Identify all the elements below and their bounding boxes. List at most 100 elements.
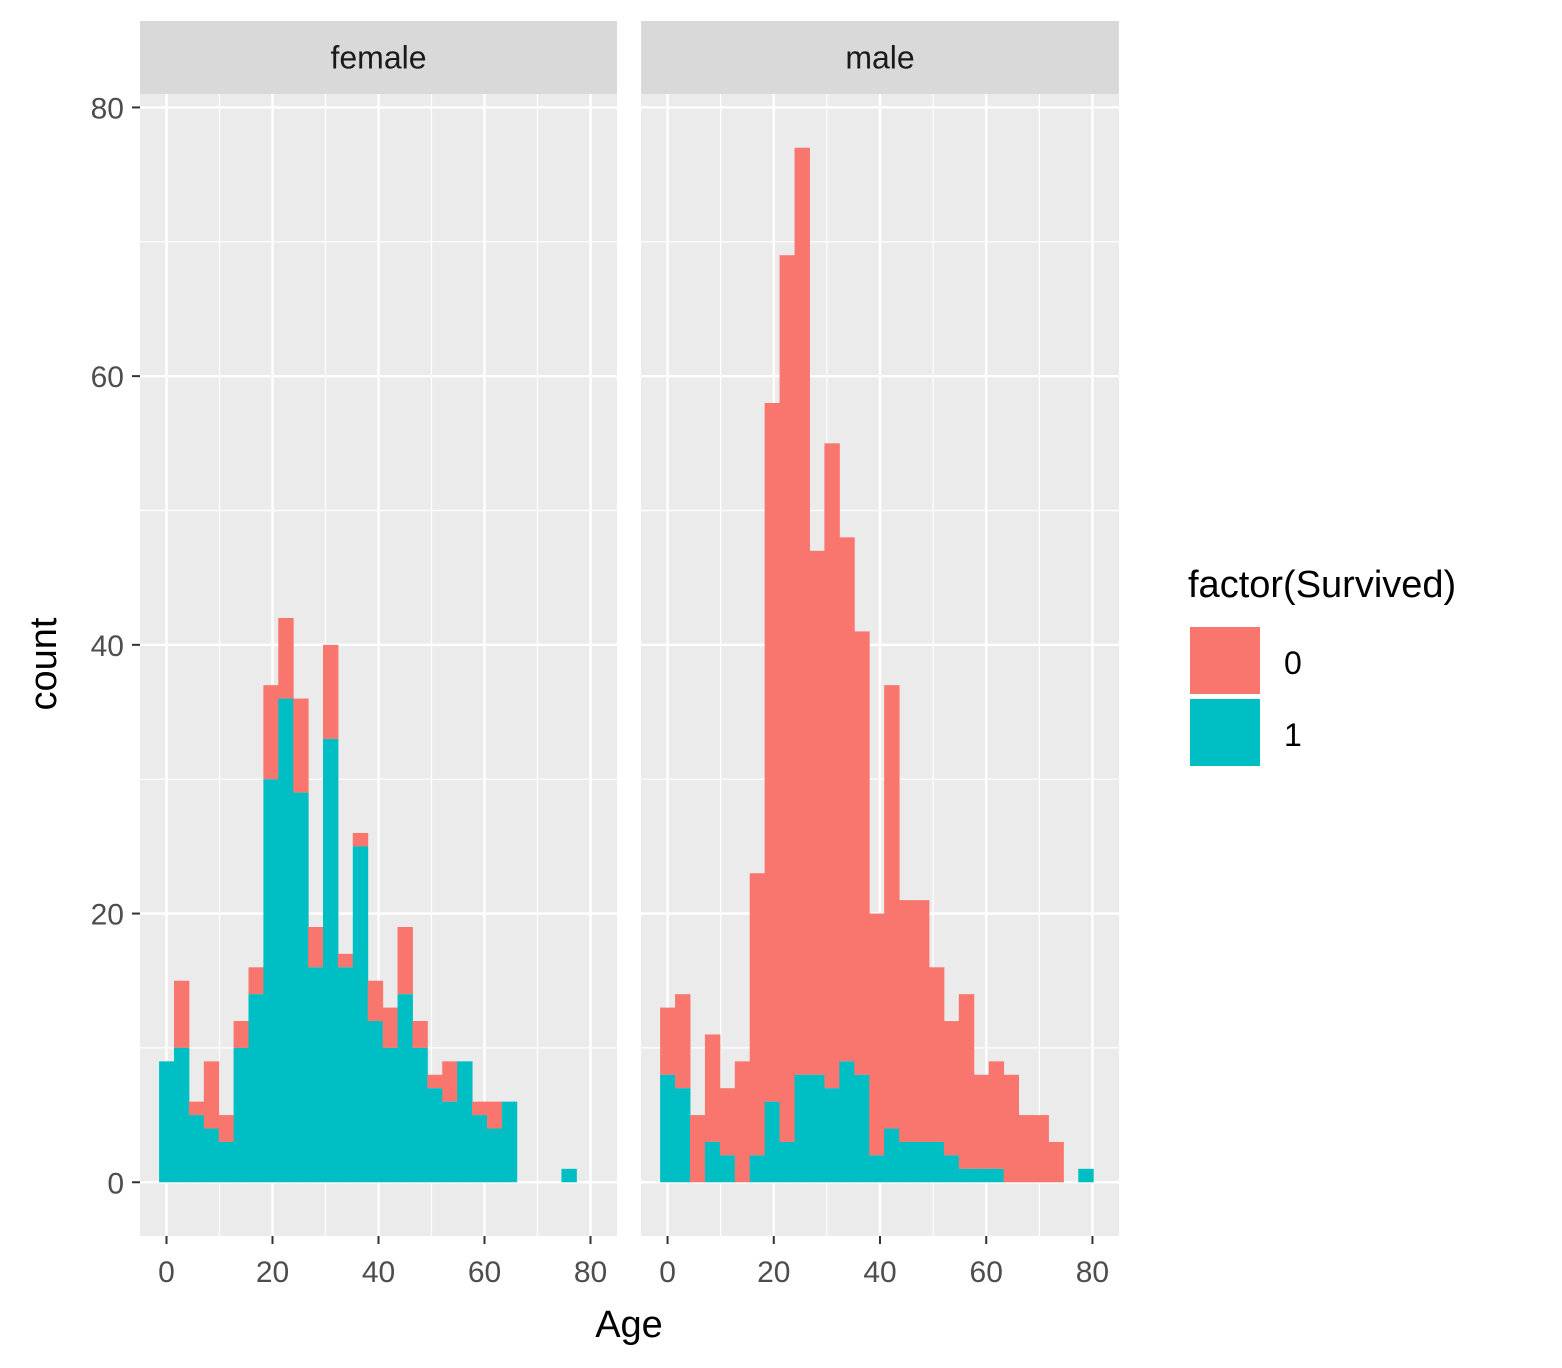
bar-survived-1 (764, 1101, 781, 1183)
bar-survived-0 (248, 967, 264, 995)
bar-survived-1 (884, 1128, 900, 1183)
bar-survived-1 (988, 1168, 1005, 1183)
bar-survived-1 (869, 1155, 885, 1183)
bar-survived-1 (486, 1128, 503, 1183)
bar-survived-0 (397, 926, 413, 995)
bar-survived-1 (839, 1061, 855, 1183)
bar-survived-0 (928, 967, 945, 1142)
bar-survived-0 (675, 994, 691, 1089)
bar-survived-0 (188, 1101, 205, 1116)
bar-survived-0 (973, 1074, 990, 1169)
bar-survived-1 (561, 1168, 577, 1183)
x-tick-label: 40 (863, 1256, 896, 1289)
strip-background (140, 21, 617, 94)
bar-survived-1 (973, 1168, 990, 1183)
facet-panel-male: male 0 20 40 60 80 (641, 21, 1119, 1289)
bar-survived-1 (427, 1088, 443, 1183)
bar-survived-0 (323, 644, 339, 739)
legend-key-0 (1190, 627, 1260, 694)
bar-survived-0 (988, 1061, 1005, 1169)
bar-survived-1 (263, 779, 279, 1183)
y-axis-title: count (23, 617, 65, 710)
bar-survived-1 (367, 1021, 384, 1183)
bar-survived-1 (675, 1088, 691, 1183)
bar-survived-1 (293, 792, 309, 1183)
y-tick-label: 60 (91, 361, 124, 394)
strip-label-female: female (330, 40, 426, 76)
bar-survived-0 (899, 900, 915, 1142)
strip-label-male: male (845, 40, 914, 76)
bar-survived-0 (913, 900, 930, 1142)
bar-survived-0 (958, 994, 975, 1169)
bar-survived-0 (427, 1074, 443, 1089)
bar-survived-1 (1078, 1168, 1094, 1183)
bar-survived-1 (794, 1074, 810, 1183)
bar-survived-1 (719, 1155, 736, 1183)
bar-survived-1 (278, 698, 294, 1183)
bar-survived-1 (218, 1141, 235, 1183)
x-tick-label: 20 (256, 1256, 289, 1289)
bar-survived-0 (337, 953, 354, 968)
bar-survived-0 (884, 685, 900, 1129)
x-tick-label: 0 (158, 1256, 175, 1289)
bar-survived-0 (660, 1007, 676, 1075)
bar-survived-0 (1048, 1141, 1064, 1183)
bar-survived-1 (203, 1128, 220, 1183)
bar-survived-0 (412, 1021, 428, 1048)
legend-label-1: 1 (1284, 717, 1302, 753)
bar-survived-0 (367, 980, 384, 1022)
bar-survived-0 (382, 1007, 399, 1048)
bar-survived-0 (293, 698, 309, 793)
y-tick-label: 80 (91, 92, 124, 125)
x-tick-label: 0 (659, 1256, 676, 1289)
bar-survived-1 (412, 1047, 428, 1183)
legend-label-0: 0 (1284, 645, 1302, 681)
bar-survived-1 (928, 1141, 945, 1183)
bar-survived-1 (779, 1141, 795, 1183)
x-axis-title: Age (595, 1304, 663, 1346)
bar-survived-1 (824, 1088, 840, 1183)
bar-survived-0 (352, 832, 369, 847)
bar-survived-1 (397, 994, 413, 1183)
bar-survived-0 (278, 617, 294, 699)
bar-survived-0 (749, 873, 766, 1156)
x-tick-label: 20 (757, 1256, 790, 1289)
x-tick-label: 40 (362, 1256, 395, 1289)
legend: factor(Survived) 0 1 (1188, 564, 1456, 766)
bar-survived-0 (809, 550, 825, 1075)
bar-survived-0 (719, 1088, 736, 1156)
bar-survived-1 (159, 1061, 175, 1183)
bar-survived-0 (869, 913, 885, 1156)
x-tick-label: 80 (574, 1256, 607, 1289)
bar-survived-1 (899, 1141, 915, 1183)
bar-survived-1 (352, 846, 369, 1183)
y-tick-label: 20 (91, 899, 124, 932)
bar-survived-1 (308, 967, 324, 1183)
bar-survived-0 (764, 403, 781, 1102)
bar-survived-1 (337, 967, 354, 1183)
y-tick-label: 0 (107, 1167, 124, 1200)
bar-survived-1 (173, 1047, 190, 1183)
bar-survived-0 (218, 1115, 235, 1142)
bar-survived-1 (472, 1115, 488, 1183)
bar-survived-0 (689, 1115, 706, 1183)
bar-survived-1 (809, 1074, 825, 1183)
bar-survived-1 (913, 1141, 930, 1183)
bar-survived-1 (749, 1155, 766, 1183)
y-tick-label: 40 (91, 630, 124, 663)
bar-survived-0 (1033, 1115, 1049, 1183)
bar-survived-1 (248, 994, 264, 1183)
bar-survived-1 (442, 1101, 458, 1183)
bar-survived-1 (958, 1168, 975, 1183)
facet-panel-female: female 0 20 40 60 80 0 20 40 60 80 (91, 21, 617, 1289)
bar-survived-0 (734, 1061, 751, 1183)
bar-survived-0 (794, 147, 810, 1075)
bar-survived-0 (839, 537, 855, 1062)
bar-survived-1 (323, 738, 339, 1183)
bar-survived-1 (501, 1101, 518, 1183)
bar-survived-0 (173, 980, 190, 1048)
bar-survived-0 (854, 631, 870, 1075)
bar-survived-1 (457, 1061, 473, 1183)
bar-survived-0 (779, 255, 795, 1142)
